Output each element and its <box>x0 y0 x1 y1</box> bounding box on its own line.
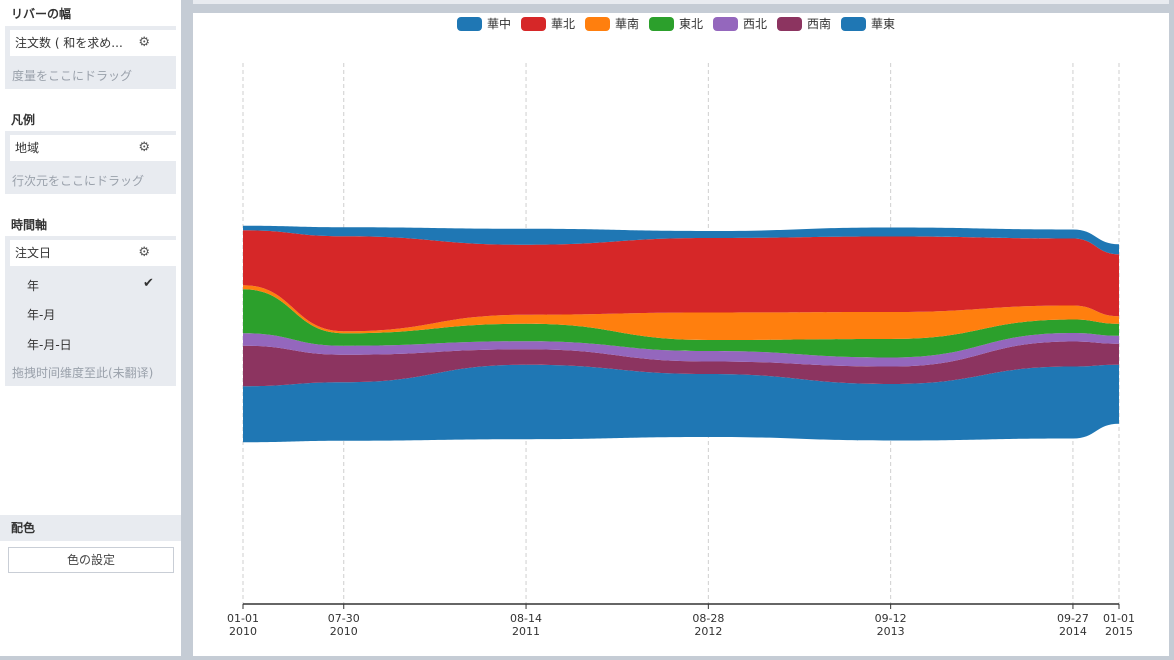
order-count-field[interactable]: 注文数 ( 和を求め... ⚙ <box>10 30 176 56</box>
chart-legend: 華中 華北 華南 東北 西北 西南 華東 <box>457 16 895 31</box>
stream-5[interactable] <box>243 285 1119 340</box>
gear-icon[interactable]: ⚙ <box>138 35 150 50</box>
legend-label: 西北 <box>743 17 767 31</box>
legend-swatch <box>777 17 802 31</box>
legend-swatch <box>713 17 738 31</box>
river-width-title: リバーの幅 <box>11 7 72 21</box>
legend-swatch <box>649 17 674 31</box>
chart-top-bar <box>193 0 1169 4</box>
legend-item[interactable]: 東北 <box>649 17 703 31</box>
legend-swatch <box>521 17 546 31</box>
dimension-drop-placeholder: 行次元をここにドラッグ <box>12 174 145 188</box>
stream-2[interactable] <box>243 341 1119 387</box>
region-field[interactable]: 地域 ⚙ <box>10 135 176 161</box>
order-count-field-label: 注文数 ( 和を求め... <box>15 36 123 50</box>
measure-drop-placeholder: 度量をここにドラッグ <box>12 69 133 83</box>
chart-panel: 華中 華北 華南 東北 西北 西南 華東 01-01 2010 07-30 2010 08-14 20… <box>193 13 1169 656</box>
legend-swatch <box>585 17 610 31</box>
legend-item[interactable]: 華東 <box>841 17 895 31</box>
legend-item[interactable]: 華中 <box>457 16 511 31</box>
x-tick-label: 09-27 2014 <box>1057 612 1089 638</box>
chart-streams <box>243 225 1119 443</box>
field-sidebar: リバーの幅 注文数 ( 和を求め... ⚙ 度量をここにドラッグ 凡例 地域 ⚙… <box>0 0 181 656</box>
granularity-option-year-month[interactable]: 年-月 <box>27 308 56 322</box>
color-settings-button[interactable]: 色の設定 <box>8 547 174 573</box>
stream-7[interactable] <box>243 225 1119 255</box>
color-section-title: 配色 <box>0 515 181 541</box>
legend-section-title: 凡例 <box>11 113 36 127</box>
x-tick-label: 01-01 2015 <box>1103 612 1135 638</box>
order-date-field-label: 注文日 <box>15 246 52 260</box>
chart-grid <box>242 63 1120 604</box>
x-tick-label: 09-12 2013 <box>875 612 907 638</box>
stream-3[interactable] <box>243 333 1119 367</box>
streamgraph-chart: 華中 華北 華南 東北 西北 西南 華東 01-01 2010 07-30 2010 08-14 20… <box>227 16 1135 638</box>
legend-label: 西南 <box>807 16 831 31</box>
legend-dropzone[interactable]: 地域 ⚙ 行次元をここにドラッグ <box>5 131 176 194</box>
legend-item[interactable]: 華南 <box>585 16 639 31</box>
time-drop-placeholder: 拖拽时间维度至此(未翻译) <box>12 366 154 380</box>
legend-item[interactable]: 華北 <box>521 17 575 31</box>
granularity-option-year[interactable]: 年 <box>27 279 40 293</box>
legend-label: 華北 <box>551 17 575 31</box>
x-tick-label: 08-28 2012 <box>692 612 724 638</box>
granularity-option-year-month-day[interactable]: 年-月-日 <box>27 338 72 352</box>
check-icon: ✔ <box>143 276 154 291</box>
x-axis: 01-01 2010 07-30 2010 08-14 2011 08-28 2012 09-1… <box>227 603 1135 638</box>
x-tick-label: 07-30 2010 <box>328 612 360 638</box>
stream-1[interactable] <box>243 364 1119 443</box>
gear-icon[interactable]: ⚙ <box>138 140 150 155</box>
stream-4[interactable] <box>243 289 1119 358</box>
gear-icon[interactable]: ⚙ <box>138 245 150 260</box>
legend-item[interactable]: 西北 <box>713 17 767 31</box>
x-tick-label: 08-14 2011 <box>510 612 542 638</box>
legend-item[interactable]: 西南 <box>777 16 831 31</box>
order-date-field[interactable]: 注文日 ⚙ <box>10 240 176 266</box>
legend-label: 華中 <box>487 16 511 31</box>
time-axis-dropzone[interactable]: 注文日 ⚙ 年 ✔ 年-月 年-月-日 拖拽时间维度至此(未翻译) <box>5 236 176 386</box>
river-width-dropzone[interactable]: 注文数 ( 和を求め... ⚙ 度量をここにドラッグ <box>5 26 176 89</box>
legend-label: 華東 <box>871 17 895 31</box>
legend-label: 東北 <box>679 17 703 31</box>
legend-swatch <box>457 17 482 31</box>
time-axis-title: 時間軸 <box>11 218 48 232</box>
legend-swatch <box>841 17 866 31</box>
x-tick-label: 01-01 2010 <box>227 612 259 638</box>
stream-6[interactable] <box>243 230 1119 332</box>
region-field-label: 地域 <box>15 141 40 155</box>
legend-label: 華南 <box>615 16 639 31</box>
